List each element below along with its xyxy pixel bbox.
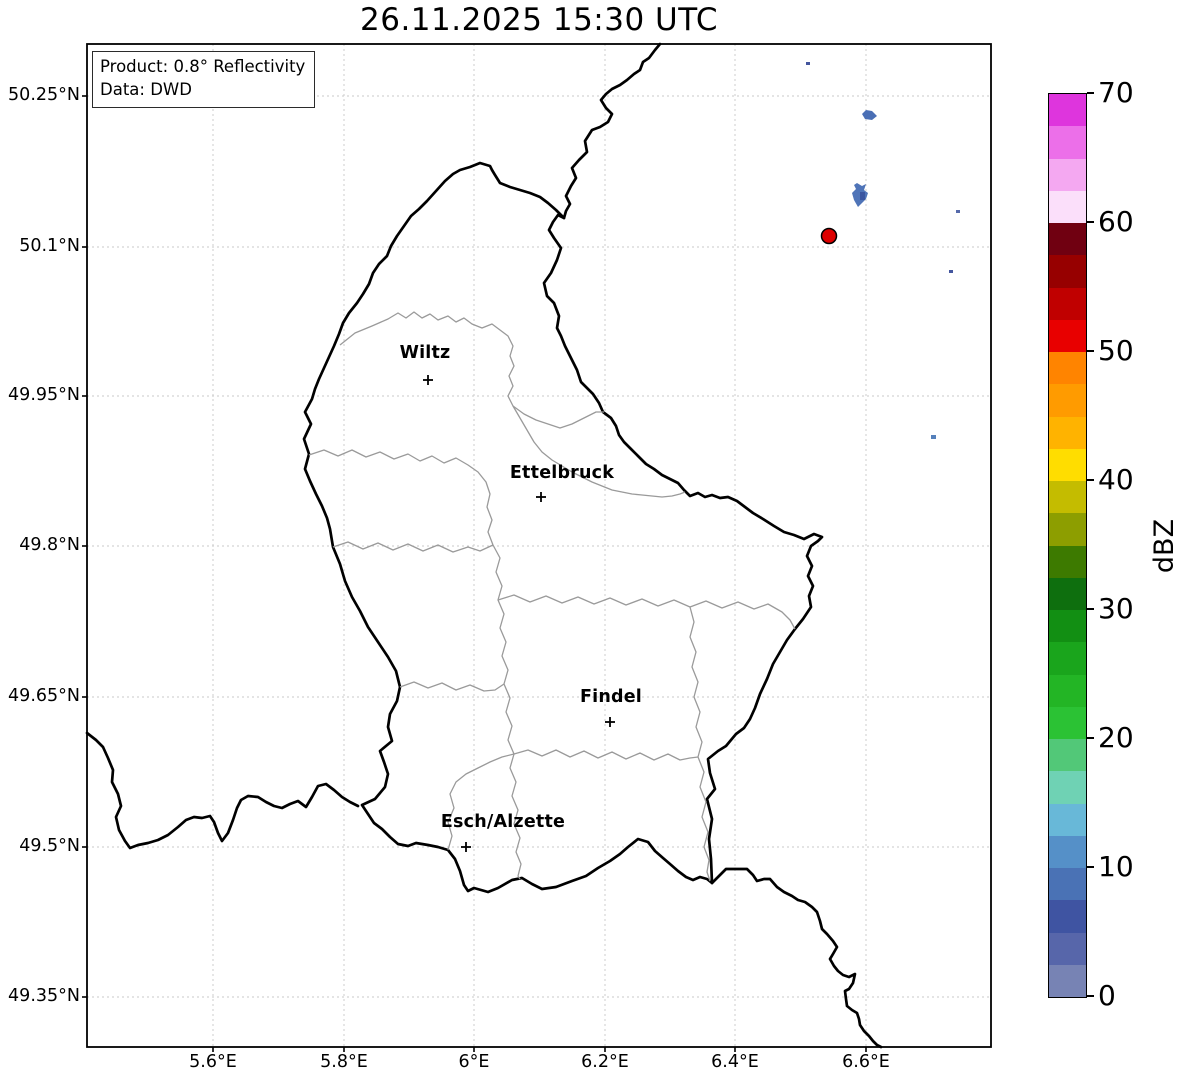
colorbar-segment bbox=[1049, 94, 1086, 127]
colorbar-tick-mark bbox=[1087, 350, 1094, 353]
map-title: 26.11.2025 15:30 UTC bbox=[360, 2, 718, 38]
colorbar-segment bbox=[1049, 513, 1086, 546]
y-tick-label: 49.8°N bbox=[19, 535, 80, 555]
city-markers bbox=[423, 375, 615, 852]
colorbar-tick-label: 30 bbox=[1098, 592, 1134, 625]
radar-echo-cell bbox=[860, 192, 865, 200]
radar-site-marker bbox=[820, 227, 838, 245]
radar-echo-cell bbox=[931, 435, 936, 439]
colorbar-segment bbox=[1049, 255, 1086, 288]
grid-lines bbox=[87, 44, 991, 1047]
canton-border bbox=[447, 753, 515, 851]
canton-border bbox=[308, 449, 494, 546]
radar-echo-cell bbox=[806, 62, 810, 65]
colorbar-segment bbox=[1049, 545, 1086, 578]
colorbar-tick-mark bbox=[1087, 92, 1094, 95]
canton-border bbox=[492, 544, 522, 880]
x-tick-label: 6.6°E bbox=[842, 1052, 890, 1072]
canton-border bbox=[513, 749, 699, 761]
colorbar-segment bbox=[1049, 932, 1086, 965]
city-label: Findel bbox=[579, 687, 642, 707]
y-tick-label: 49.35°N bbox=[8, 986, 80, 1006]
colorbar-segment bbox=[1049, 481, 1086, 514]
colorbar-segment bbox=[1049, 835, 1086, 868]
colorbar-segment bbox=[1049, 868, 1086, 901]
colorbar-segment bbox=[1049, 448, 1086, 481]
colorbar-segment bbox=[1049, 964, 1086, 997]
country-border-france-belgium bbox=[85, 731, 360, 850]
x-tick-label: 6.4°E bbox=[711, 1052, 759, 1072]
colorbar-segment bbox=[1049, 416, 1086, 449]
colorbar-tick-mark bbox=[1087, 737, 1094, 740]
colorbar-tick-mark bbox=[1087, 608, 1094, 611]
colorbar-unit-label: dBZ bbox=[1148, 518, 1180, 574]
country-border-france-germany bbox=[710, 867, 883, 1049]
colorbar-segment bbox=[1049, 384, 1086, 417]
city-label: Esch/Alzette bbox=[440, 812, 566, 832]
axis-tick-marks bbox=[82, 95, 867, 1052]
colorbar-tick-label: 0 bbox=[1098, 979, 1116, 1012]
colorbar-segment bbox=[1049, 577, 1086, 610]
radar-echo-cell bbox=[956, 210, 960, 213]
canton-border bbox=[339, 311, 604, 429]
y-tick-label: 50.1°N bbox=[19, 236, 80, 256]
colorbar-segment bbox=[1049, 319, 1086, 352]
product-info-box: Product: 0.8° Reflectivity Data: DWD bbox=[92, 51, 316, 108]
colorbar-segment bbox=[1049, 190, 1086, 223]
colorbar-tick-mark bbox=[1087, 479, 1094, 482]
colorbar-tick-label: 40 bbox=[1098, 463, 1134, 496]
y-tick-label: 50.25°N bbox=[8, 85, 80, 105]
canton-border bbox=[689, 606, 711, 882]
canton-border bbox=[497, 594, 796, 630]
colorbar-segment bbox=[1049, 642, 1086, 675]
colorbar-segment bbox=[1049, 610, 1086, 643]
colorbar-segment bbox=[1049, 674, 1086, 707]
x-tick-label: 6.2°E bbox=[581, 1052, 629, 1072]
data-source-line: Data: DWD bbox=[100, 80, 192, 100]
y-tick-label: 49.5°N bbox=[19, 836, 80, 856]
radar-echo-cell bbox=[862, 110, 877, 120]
colorbar-segment bbox=[1049, 900, 1086, 933]
radar-echoes bbox=[806, 62, 960, 439]
canton-border bbox=[332, 541, 494, 553]
x-tick-label: 5.8°E bbox=[320, 1052, 368, 1072]
reflectivity-colorbar bbox=[1048, 93, 1087, 998]
city-label: Wiltz bbox=[399, 343, 451, 363]
country-border-luxembourg bbox=[302, 161, 824, 894]
colorbar-tick-mark bbox=[1087, 221, 1094, 224]
colorbar-segment bbox=[1049, 158, 1086, 191]
colorbar-segment bbox=[1049, 223, 1086, 256]
colorbar-tick-mark bbox=[1087, 866, 1094, 869]
product-info-line: Product: 0.8° Reflectivity bbox=[100, 57, 306, 76]
x-tick-label: 5.6°E bbox=[189, 1052, 237, 1072]
colorbar-tick-label: 70 bbox=[1098, 76, 1134, 109]
colorbar-segment bbox=[1049, 352, 1086, 385]
radar-echo-cell bbox=[949, 270, 953, 273]
colorbar-segment bbox=[1049, 287, 1086, 320]
colorbar-tick-label: 50 bbox=[1098, 334, 1134, 367]
colorbar-segment bbox=[1049, 803, 1086, 836]
colorbar-tick-mark bbox=[1087, 995, 1094, 998]
canton-border bbox=[399, 681, 505, 692]
colorbar-segment bbox=[1049, 771, 1086, 804]
colorbar-tick-label: 10 bbox=[1098, 850, 1134, 883]
colorbar-tick-label: 60 bbox=[1098, 205, 1134, 238]
canton-border bbox=[512, 405, 686, 498]
y-tick-label: 49.65°N bbox=[8, 686, 80, 706]
country-border-belgium-germany bbox=[562, 42, 662, 220]
colorbar-segment bbox=[1049, 126, 1086, 159]
x-tick-label: 6°E bbox=[458, 1052, 490, 1072]
city-label: Ettelbruck bbox=[509, 463, 615, 483]
colorbar-segment bbox=[1049, 739, 1086, 772]
y-tick-label: 49.95°N bbox=[8, 385, 80, 405]
colorbar-segment bbox=[1049, 706, 1086, 739]
colorbar-tick-label: 20 bbox=[1098, 721, 1134, 754]
